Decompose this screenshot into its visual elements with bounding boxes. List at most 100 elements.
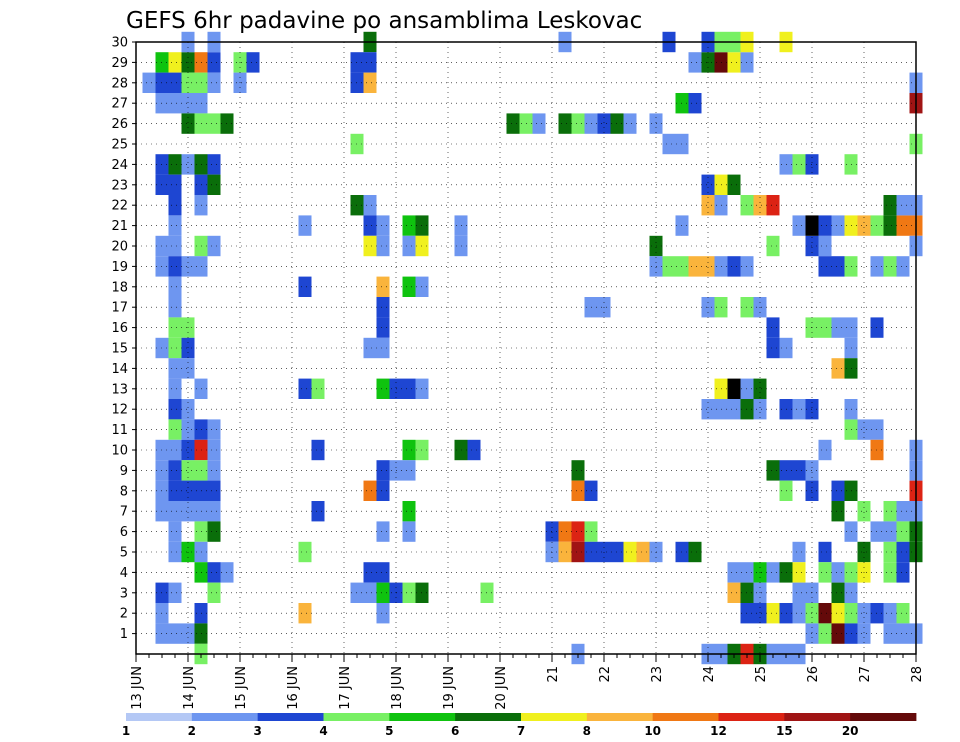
heatmap-cell [168,399,182,420]
heatmap-cell [168,72,182,93]
heatmap-cell [571,521,585,542]
heatmap-cell [402,521,416,542]
heatmap-cell [571,460,585,481]
heatmap-cell [376,378,390,399]
heatmap-cell [831,358,845,379]
y-tick-label: 14 [111,362,128,377]
heatmap-cell [376,582,390,603]
heatmap-cell [168,582,182,603]
heatmap-cell [168,215,182,236]
y-tick-label: 22 [111,199,128,214]
heatmap-cell [168,93,182,114]
heatmap-cell [142,72,156,93]
heatmap-cell [181,439,195,461]
heatmap-cell [181,623,195,644]
heatmap-cell [571,113,585,134]
heatmap-cell [207,480,221,501]
heatmap-cell [818,623,832,644]
heatmap-cell [701,256,715,277]
heatmap-cell [831,317,845,338]
x-tick-label: 26 [806,666,821,683]
y-tick-label: 17 [111,301,128,316]
heatmap-cell [298,378,312,399]
heatmap-cell [818,562,832,583]
heatmap-cell [168,501,182,522]
heatmap-cell [727,256,741,277]
heatmap-cell [883,501,897,522]
heatmap-cell [896,501,910,522]
heatmap-cell [883,623,897,644]
heatmap-cell [298,276,312,297]
heatmap-cell [402,215,416,236]
heatmap-cell [168,195,182,216]
y-tick-label: 19 [111,260,128,275]
colorbar-label: 15 [776,724,793,738]
heatmap-cell [623,113,637,134]
heatmap-cell [168,541,182,563]
x-axis: 13 JUN 14 JUN 15 JUN 16 JUN 17 JUN 18 JUN 19 J… [130,654,925,710]
heatmap-cell [376,562,390,583]
heatmap-cell [558,113,572,134]
heatmap-cell [792,603,806,624]
x-tick-label: 13 JUN [130,666,145,710]
heatmap-cell [818,439,832,461]
heatmap-cell [168,439,182,461]
heatmap-cell [818,603,832,624]
y-tick-label: 4 [120,566,128,581]
colorbar-label: 20 [842,724,859,738]
heatmap-cell [311,378,325,399]
heatmap-cell [818,215,832,236]
heatmap-cell [831,603,845,624]
heatmap-cell [818,541,832,563]
y-tick-label: 7 [120,505,128,520]
y-axis: 1234567891011121314151617181920212223242… [111,36,136,642]
heatmap-cell [766,460,780,481]
heatmap-cell [818,256,832,277]
heatmap-cell [792,541,806,563]
y-tick-label: 5 [120,546,128,561]
heatmap-cell [688,541,702,563]
heatmap-cell [896,603,910,624]
heatmap-cell [402,378,416,399]
heatmap-cell [376,276,390,297]
colorbar-swatch [323,713,390,721]
heatmap-cell [753,603,767,624]
heatmap-cell [662,133,676,155]
colorbar-swatch [652,713,719,721]
heatmap-cell [168,419,182,440]
heatmap-cell [636,541,650,563]
heatmap-cell [168,337,182,359]
y-tick-label: 26 [111,117,128,132]
heatmap-cell [753,195,767,216]
colorbar-swatch [586,713,654,721]
heatmap-cell [766,562,780,583]
heatmap-cell [883,215,897,236]
x-tick-label: 17 JUN [338,666,353,710]
heatmap-cell [727,582,741,603]
heatmap-cell [896,541,910,563]
x-tick-label: 24 [702,666,717,683]
x-tick-label: 14 JUN [182,666,197,710]
heatmap-cell [818,317,832,338]
colorbar-swatch [784,713,851,721]
heatmap-cell [558,541,572,563]
y-tick-label: 9 [120,464,128,479]
y-tick-label: 6 [120,525,128,540]
heatmap-cell [168,358,182,379]
heatmap-cell [792,460,806,481]
y-tick-label: 2 [120,607,128,622]
heatmap-cell [207,235,221,257]
heatmap-cell [168,297,182,318]
x-tick-label: 28 [910,666,925,683]
heatmap-cell [571,480,585,501]
heatmap-cell [883,603,897,624]
colorbar-label: 6 [451,724,459,738]
heatmap-cell [402,439,416,461]
heatmap-cell [727,378,741,399]
heatmap-cell [727,52,741,73]
heatmap-cell [402,235,416,257]
x-tick-label: 18 JUN [390,666,405,710]
heatmap-cell [506,113,520,134]
heatmap-cell [896,623,910,644]
y-tick-label: 18 [111,280,128,295]
